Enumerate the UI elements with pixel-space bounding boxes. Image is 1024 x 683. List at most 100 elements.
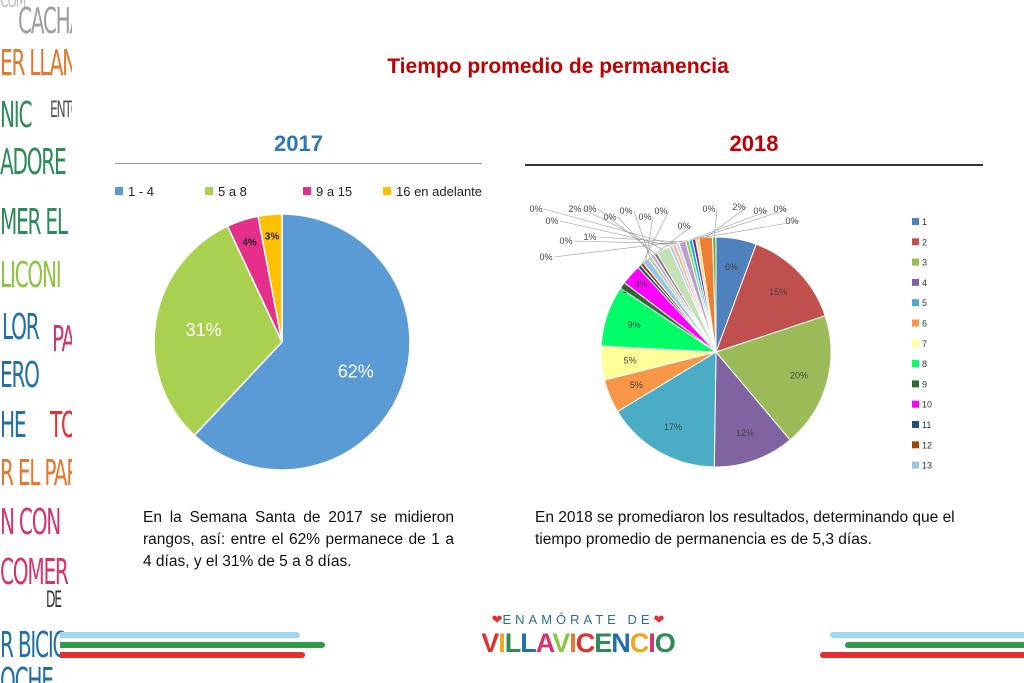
logo-letter: C <box>575 628 595 658</box>
data-label-2018: 5% <box>630 380 643 390</box>
pie-slice-2018 <box>715 243 826 353</box>
legend-item: 16 en adelante <box>383 184 482 199</box>
side-decor-strip: COMCACHAER LLAN NIC ENTOS ADORE MER EL F LICO… <box>0 0 72 683</box>
heart-icon: ❤ <box>653 612 665 627</box>
legend-label: 16 en adelante <box>396 184 483 199</box>
page-title: Tiempo promedio de permanencia <box>387 55 729 78</box>
decor-word: HE <box>0 405 27 446</box>
decor-stripe-left-blue <box>60 632 300 638</box>
data-label-2017: 3% <box>265 232 280 243</box>
chart-2017-divider <box>115 163 482 164</box>
decor-word: CACHA <box>18 1 72 42</box>
data-label-2018: 17% <box>664 422 682 432</box>
legend-swatch-2018 <box>912 238 919 246</box>
data-label-2018: 0% <box>619 206 632 216</box>
decor-word: COMER <box>0 552 69 593</box>
decor-word: TO <box>50 405 72 446</box>
leader-line-2018 <box>713 208 718 238</box>
legend-item: 9 a 15 <box>303 184 352 199</box>
legend-swatch-2018 <box>912 421 919 428</box>
decor-word: PA <box>52 319 72 360</box>
pie-slice-2018 <box>712 236 717 353</box>
decor-stripe-right-red <box>820 652 1024 658</box>
pie-slice-2018 <box>616 351 717 468</box>
decor-word: NIC <box>0 95 32 136</box>
legend-label-2018: 4 <box>922 278 927 288</box>
logo-letter: E <box>594 628 612 658</box>
legend-swatch-2018 <box>912 441 919 449</box>
decor-word: LICONI <box>0 255 62 296</box>
decor-word: R EL PARQ <box>0 453 72 494</box>
logo-tagline: ❤ENAMÓRATE DE❤ <box>480 612 676 628</box>
data-label-2018: 1% <box>583 232 596 242</box>
logo-letter: N <box>611 628 630 658</box>
legend-label-2018: 7 <box>922 339 927 349</box>
data-label-2017: 31% <box>186 320 222 340</box>
legend-label: 1 - 4 <box>128 184 155 199</box>
leader-line-2018 <box>690 210 769 241</box>
decor-stripe-left-red <box>60 652 305 658</box>
data-label-2018: 0% <box>603 212 616 222</box>
logo-letter: V <box>552 628 570 658</box>
data-label-2018: 0% <box>539 252 552 262</box>
decor-word: ERO <box>0 355 40 396</box>
decor-word: R BICIC <box>0 625 67 666</box>
decor-stripe-right-green <box>845 642 1024 648</box>
data-label-2018: 0% <box>785 216 798 226</box>
pie-slice-2018 <box>715 315 832 441</box>
legend-swatch <box>303 187 311 195</box>
logo-letter: O <box>654 628 676 658</box>
leader-line-2018 <box>697 208 789 239</box>
logo-letter: I <box>569 628 576 658</box>
data-label-2018: 0% <box>677 221 690 231</box>
pie-slice-2017 <box>153 225 283 437</box>
leader-line-2018 <box>693 220 801 240</box>
legend-label-2018: 3 <box>922 258 927 268</box>
data-label-2018: 6% <box>725 262 738 272</box>
data-label-2018: 2% <box>732 202 745 212</box>
decor-stripe-left-green <box>60 642 325 648</box>
legend-swatch-2018 <box>912 278 919 286</box>
data-label-2018: 3% <box>635 279 648 289</box>
leader-line-2018 <box>573 240 678 244</box>
leader-line-2018 <box>705 206 748 238</box>
decor-word: ER LLAN <box>0 43 72 84</box>
legend-label-2018: 1 <box>922 217 927 227</box>
decor-word: ADORE <box>0 142 67 183</box>
legend-swatch-2018 <box>912 380 919 388</box>
legend-swatch-2018 <box>912 258 919 266</box>
data-label-2018: 5% <box>624 355 637 365</box>
logo-letter: L <box>504 628 521 658</box>
legend-label-2018: 12 <box>922 440 932 450</box>
data-label-2018: 0% <box>583 204 596 214</box>
data-label-2018: 0% <box>702 204 715 214</box>
decor-word: ENTOS <box>50 98 72 123</box>
legend-swatch-2018 <box>912 319 919 327</box>
chart-2018-divider <box>525 164 983 166</box>
data-label-2018: 12% <box>736 428 754 438</box>
data-label-2018: 1% <box>622 285 635 295</box>
legend-swatch-2018 <box>912 299 919 307</box>
decor-word: N CON <box>0 502 61 543</box>
chart-2017-legend: 1 - 4 5 a 8 9 a 15 16 en adelante <box>115 184 495 200</box>
pie-slice-2017 <box>193 213 411 471</box>
leader-line-2018 <box>645 216 654 261</box>
legend-swatch <box>115 187 123 195</box>
data-label-2018: 20% <box>790 370 808 380</box>
logo-name: VILLAVICENCIO <box>480 628 676 659</box>
decor-word: LOR <box>2 307 40 348</box>
leader-line-2018 <box>559 220 672 247</box>
logo-letter: C <box>629 628 649 658</box>
decor-stripe-right-blue <box>830 632 1024 638</box>
legend-label: 5 a 8 <box>218 184 247 199</box>
pie-slice-2017 <box>257 213 283 343</box>
legend-label-2018: 5 <box>922 298 927 308</box>
logo-tagline-text: ENAMÓRATE DE <box>502 612 654 627</box>
data-label-2018: 0% <box>753 206 766 216</box>
logo-letter: I <box>648 628 655 658</box>
description-2018: En 2018 se promediaron los resultados, d… <box>535 509 955 548</box>
data-label-2018: 0% <box>545 216 558 226</box>
leader-line-2018 <box>543 208 675 246</box>
data-label-2017: 4% <box>242 238 257 249</box>
